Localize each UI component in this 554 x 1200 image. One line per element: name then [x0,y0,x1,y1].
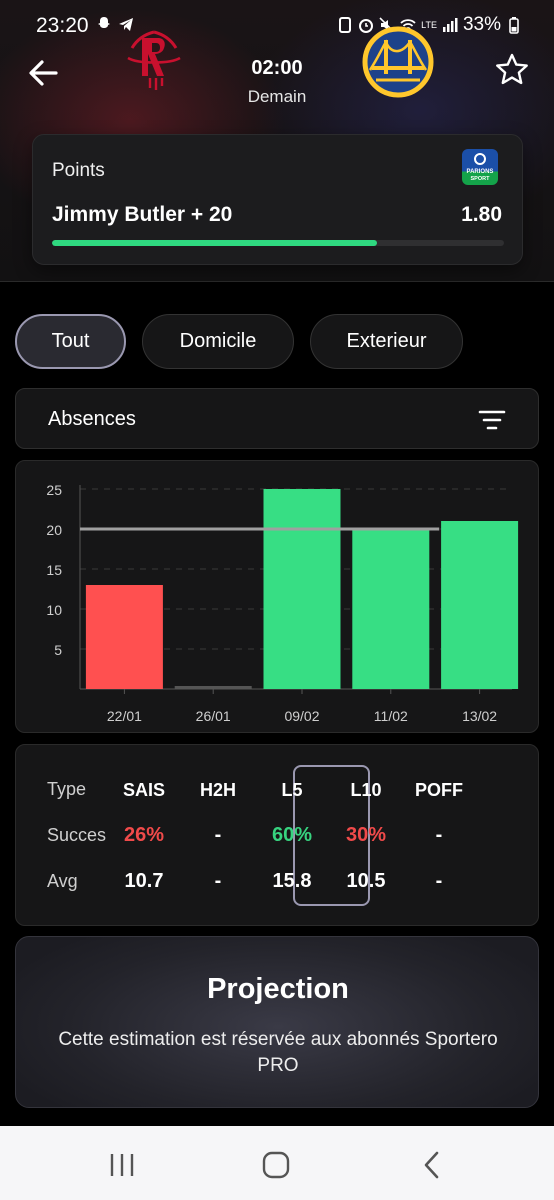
bar-13-02 [441,521,519,689]
network-type: LTE [421,19,437,30]
bar-26-01 [174,686,252,689]
battery-icon [509,17,519,34]
bet-progress-bar [52,240,504,246]
stats-highlight-l5 [293,765,370,906]
stats-avg-l5: 15.8 [272,870,312,892]
x-tick-label: 09/02 [284,708,319,724]
logo-text-top: PARIONS [466,169,494,175]
home-icon[interactable] [261,1150,291,1180]
absences-label: Absences [48,408,136,430]
x-tick-label: 11/02 [374,708,408,724]
stats-avg-l10: 10.5 [346,870,386,892]
stats-col-head-l10[interactable]: L10 [350,780,382,800]
filter-tab-all[interactable]: Tout [15,314,126,369]
bar-22-01 [85,585,163,689]
system-nav-bar [0,1126,554,1200]
telegram-icon [119,18,133,31]
stats-success-l5: 60% [271,824,313,846]
battery-level: 33% [462,14,501,35]
filter-tab-home[interactable]: Domicile [142,314,294,369]
stats-col-head-sais[interactable]: SAIS [122,780,165,800]
projection-text: Cette estimation est réservée aux abonné… [58,1029,498,1076]
projection-card[interactable]: Projection Cette estimation est réservée… [15,936,539,1108]
stats-card: Type Succes Avg SAIS 26% 10.7 H2H - - L5 60% 15.8 L1… [15,744,539,926]
stats-success-l10: 30% [345,824,387,846]
status-time: 23:20 [36,14,89,37]
bet-odds: 1.80 [461,203,502,226]
logo-text-bottom: SPORT [470,176,490,182]
y-tick-label: 10 [46,602,62,618]
favorite-star-icon[interactable] [494,52,530,88]
y-tick-label: 20 [46,522,62,538]
status-bar: 23:20 LTE 33% [0,0,554,52]
stats-col-head-poff[interactable]: POFF [415,780,463,800]
bar-09-02 [263,489,341,689]
match-time: 02:00 [251,57,303,79]
stats-avg-h2h: - [214,870,222,892]
match-day: Demain [247,87,307,106]
stats-row-label-type: Type [47,779,87,799]
stats-row-label-avg: Avg [47,871,78,891]
x-tick-label: 13/02 [462,708,497,724]
stats-col-head-h2h[interactable]: H2H [199,780,236,800]
stats-row-label-succes: Succes [47,825,107,845]
battery-saver-icon [339,17,352,33]
stats-col-head-l5[interactable]: L5 [281,780,303,800]
signal-icon [442,18,458,32]
parions-sport-logo: PARIONS SPORT [462,149,498,185]
back-arrow-icon[interactable] [26,56,60,90]
bet-progress-fill [52,240,378,246]
x-tick-label: 22/01 [107,708,142,724]
projection-title: Projection [207,973,349,1005]
bet-market: Points [52,160,105,181]
bet-selection: Jimmy Butler + 20 [52,203,233,226]
recent-apps-icon[interactable] [107,1150,137,1180]
chart-card: 5 10 15 20 25 22/01 26/01 09/02 11/02 13/02 [15,460,539,733]
points-bar-chart: 5 10 15 20 25 22/01 26/01 09/02 11/02 13/02 [46,482,519,724]
bar-11-02 [352,529,430,689]
snapchat-icon [98,17,110,28]
alarm-icon [359,19,374,33]
rockets-logo [127,30,181,90]
logo-ring [474,153,486,165]
absences-filter[interactable]: Absences [15,388,539,449]
stats-success-sais: 26% [123,824,165,846]
bet-card[interactable]: Points PARIONS SPORT Jimmy Butler + 20 1… [32,134,523,265]
filter-tab-away[interactable]: Exterieur [310,314,463,369]
stats-avg-poff: - [435,870,443,892]
warriors-logo [362,26,434,98]
stats-avg-sais: 10.7 [124,870,164,892]
y-tick-label: 5 [54,642,62,658]
x-tick-label: 26/01 [196,708,231,724]
stats-success-h2h: - [214,824,222,846]
notification-icons [96,15,134,33]
y-tick-label: 25 [46,482,62,498]
y-tick-label: 15 [46,562,62,578]
stats-success-poff: - [435,824,443,846]
filter-icon[interactable] [478,409,506,431]
back-icon[interactable] [418,1150,448,1180]
